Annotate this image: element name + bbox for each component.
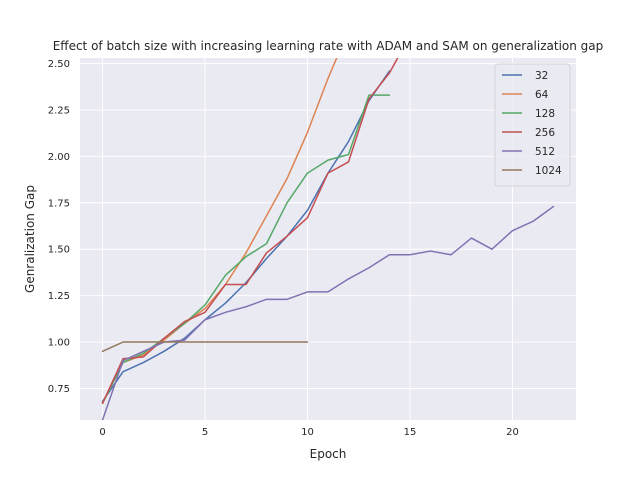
x-tick-label: 5 — [202, 427, 208, 438]
legend-entry-label: 512 — [535, 146, 555, 158]
legend-entry-label: 1024 — [535, 165, 562, 177]
y-tick-label: 1.00 — [48, 338, 70, 349]
y-tick-label: 2.50 — [48, 59, 70, 70]
series-line-512 — [101, 205, 555, 420]
y-tick-label: 1.50 — [48, 245, 70, 256]
x-axis-label: Epoch — [310, 447, 347, 461]
x-tick-label: 20 — [506, 427, 519, 438]
tick-labels: 0 5 10 15 20 0.75 1.00 1.25 1.50 1.75 2.00 2.25 2.50 — [48, 59, 519, 438]
series-lines — [101, 58, 555, 420]
series-line-32 — [101, 70, 391, 403]
y-tick-label: 0.75 — [48, 384, 70, 395]
y-tick-label: 1.75 — [48, 198, 70, 209]
x-tick-label: 10 — [301, 427, 314, 438]
legend-entry-label: 128 — [535, 108, 555, 120]
y-tick-label: 2.25 — [48, 105, 70, 116]
plot-area — [80, 58, 576, 420]
y-tick-label: 2.00 — [48, 152, 70, 163]
x-tick-label: 0 — [99, 427, 105, 438]
y-tick-label: 1.25 — [48, 291, 70, 302]
legend-entry-label: 256 — [535, 127, 555, 139]
legend: 32 64 128 256 512 1024 — [494, 63, 571, 187]
series-line-256 — [101, 58, 399, 405]
legend-entry-label: 32 — [535, 70, 548, 82]
series-line-1024 — [101, 341, 309, 353]
y-axis-label: Genralization Gap — [23, 185, 37, 293]
chart-title: Effect of batch size with increasing lea… — [53, 39, 604, 53]
legend-entry-label: 64 — [535, 89, 549, 101]
x-tick-label: 15 — [404, 427, 417, 438]
